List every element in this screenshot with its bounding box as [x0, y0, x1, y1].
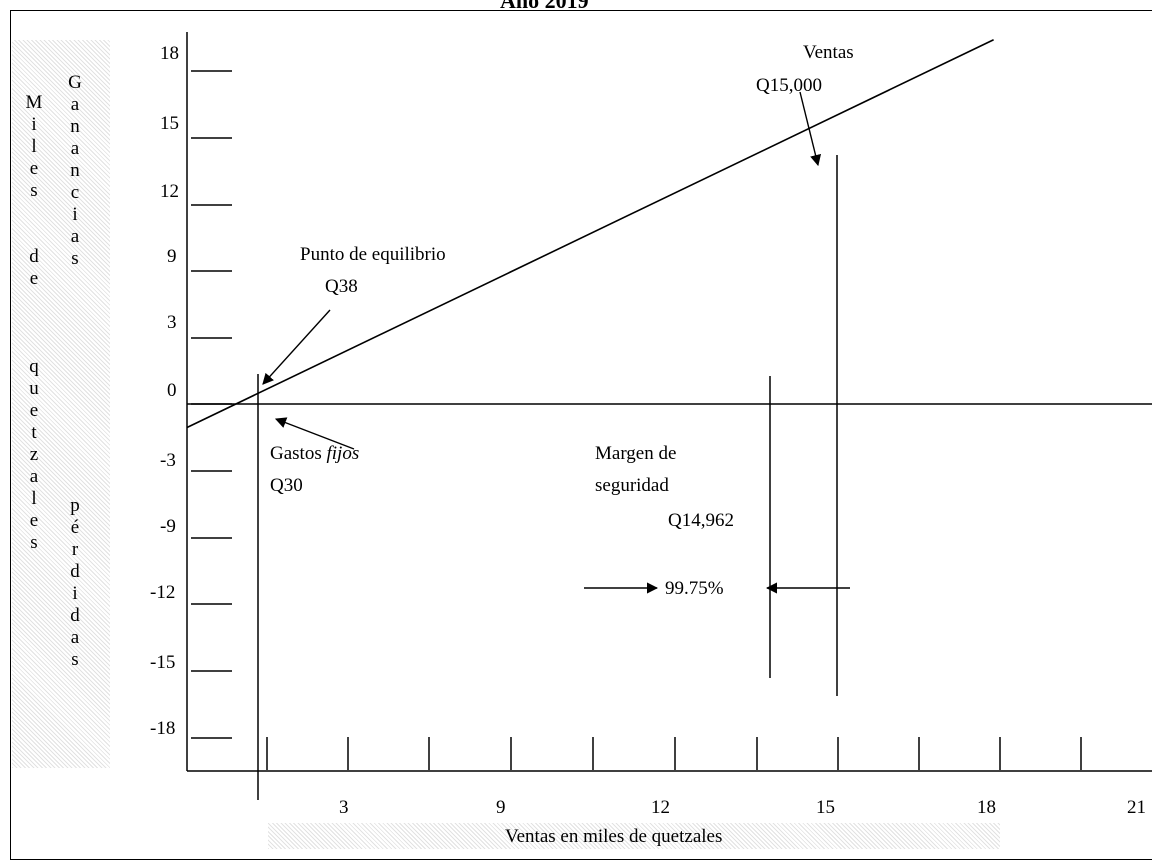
margen-percent: 99.75%	[665, 578, 724, 599]
y-label-letter: s	[30, 180, 38, 201]
y-tick-label: 0	[167, 380, 177, 401]
x-axis-label: Ventas en miles de quetzales	[505, 826, 723, 847]
equilibrio-arrow	[262, 309, 331, 385]
y-label-letter: a	[70, 226, 80, 247]
y-tick-label: -9	[160, 516, 176, 537]
y-tick-label: -12	[150, 582, 176, 603]
margen-line2: seguridad	[595, 475, 669, 496]
y-label-letter: l	[31, 136, 37, 157]
y-label-letter: i	[72, 204, 78, 225]
y-label-letter: l	[31, 488, 37, 509]
y-label-letter: e	[29, 158, 39, 179]
y-label-letter: t	[31, 422, 37, 443]
y-label-letter: a	[70, 138, 80, 159]
equilibrio-label: Punto de equilibrio	[300, 244, 446, 265]
y-label-letter: n	[70, 160, 80, 181]
x-tick-label: 12	[651, 797, 670, 818]
y-tick-label: 15	[160, 113, 179, 134]
x-tick-label: 9	[496, 797, 506, 818]
y-label-letter: a	[70, 94, 80, 115]
y-label-letter: d	[70, 561, 80, 582]
gastos-fijos-arrow	[274, 417, 355, 450]
x-tick-label: 3	[339, 797, 349, 818]
y-label-letter: é	[70, 517, 80, 538]
y-label-letter: e	[29, 400, 39, 421]
y-label-letter: a	[29, 466, 39, 487]
y-label-letter: e	[29, 268, 39, 289]
ventas-label: Ventas	[803, 42, 854, 63]
margen-line1: Margen de	[595, 443, 677, 464]
y-tick-label: -15	[150, 652, 176, 673]
x-tick-label: 18	[977, 797, 996, 818]
y-label-letter: q	[29, 356, 39, 377]
y-tick-label: 18	[160, 43, 179, 64]
ventas-arrow	[799, 91, 822, 167]
equilibrio-value: Q38	[325, 276, 358, 297]
y-tick-label: -3	[160, 450, 176, 471]
y-label-letter: s	[71, 649, 79, 670]
y-label-letter: e	[29, 510, 39, 531]
margen-value: Q14,962	[668, 510, 734, 531]
y-label-letter: d	[70, 605, 80, 626]
y-label-letter: d	[29, 246, 39, 267]
y-label-letter: i	[72, 583, 78, 604]
y-tick-label: 3	[167, 312, 177, 333]
y-label-panel	[12, 40, 110, 768]
y-label-letter: G	[68, 72, 82, 93]
gastos-value: Q30	[270, 475, 303, 496]
y-tick-label: 12	[160, 181, 179, 202]
y-label-letter: n	[70, 116, 80, 137]
gastos-prefix: Gastos	[270, 443, 327, 464]
y-label-letter: u	[29, 378, 39, 399]
ventas-value: Q15,000	[756, 75, 822, 96]
y-label-letter: M	[25, 92, 43, 113]
y-label-letter: z	[29, 444, 39, 465]
y-tick-label: -18	[150, 718, 176, 739]
y-label-letter: a	[70, 627, 80, 648]
chart-title: Año 2019	[500, 0, 589, 13]
x-tick-label: 15	[816, 797, 835, 818]
y-label-letter: c	[70, 182, 80, 203]
y-label-letter: p	[70, 495, 80, 516]
x-tick-label: 21	[1127, 797, 1146, 818]
profit-line	[186, 39, 994, 429]
y-label-letter: r	[71, 539, 79, 560]
y-label-letter: s	[71, 248, 79, 269]
x-label-panel	[268, 823, 1000, 849]
y-label-letter: s	[30, 532, 38, 553]
y-label-letter: i	[31, 114, 37, 135]
y-tick-label: 9	[167, 246, 177, 267]
